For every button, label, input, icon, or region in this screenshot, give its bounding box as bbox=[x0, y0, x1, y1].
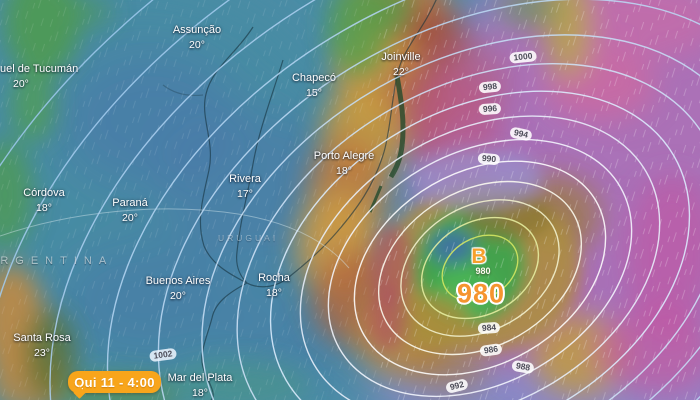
country-border-line bbox=[0, 208, 350, 269]
wind-streaks-texture-right bbox=[380, 0, 700, 400]
time-badge-label: Qui 11 - 4:00 bbox=[74, 374, 155, 390]
coastline-and-rivers bbox=[162, 0, 437, 400]
time-badge[interactable]: Qui 11 - 4:00 bbox=[68, 371, 161, 399]
low-pressure-value-small: 980 bbox=[475, 266, 491, 276]
low-pressure-symbol: B bbox=[471, 245, 487, 268]
low-pressure-value-large: 980 bbox=[456, 278, 506, 309]
